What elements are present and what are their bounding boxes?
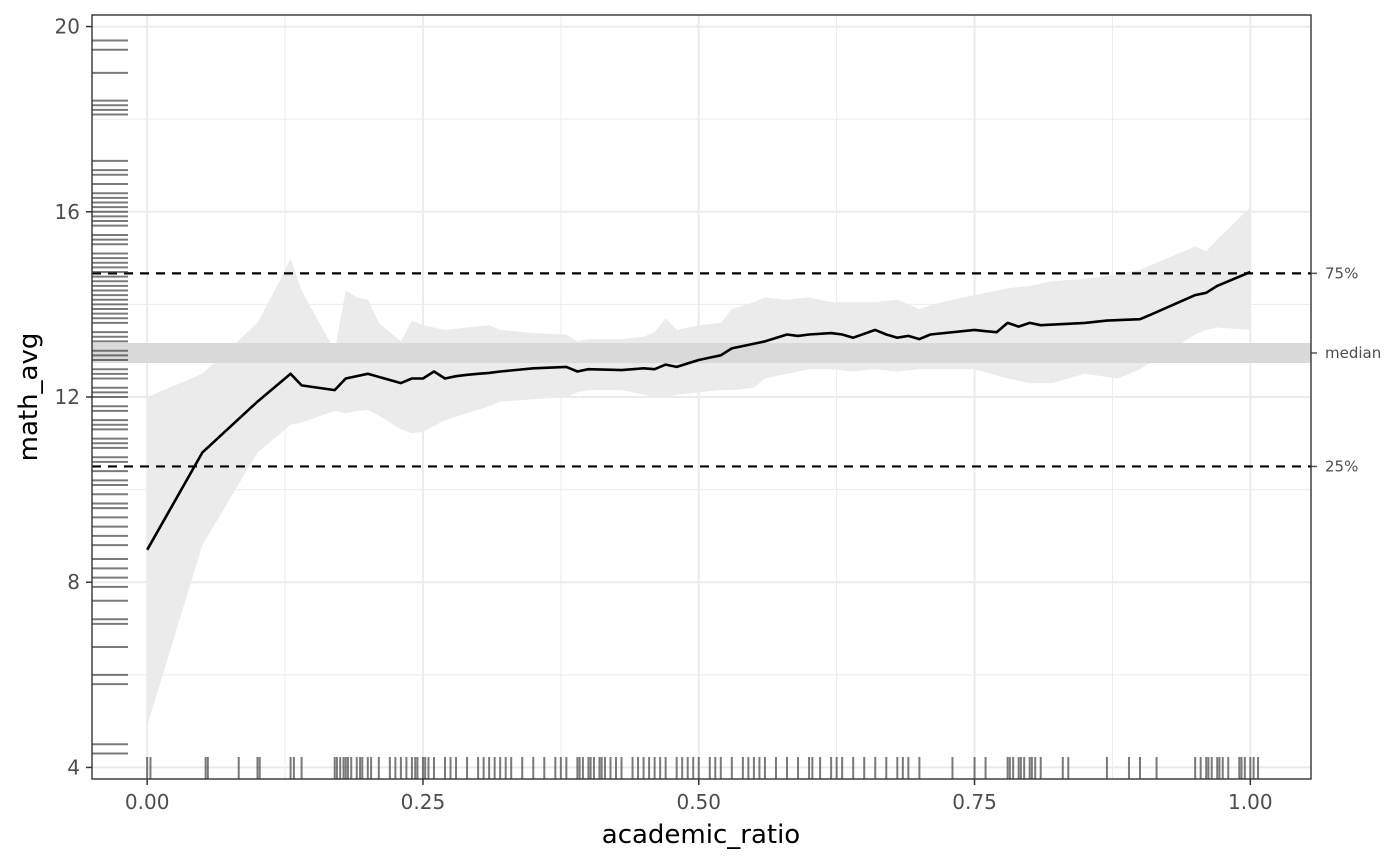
x-tick-label: 0.50 xyxy=(676,790,721,814)
rug-y xyxy=(92,39,128,755)
x-tick-label: 0.00 xyxy=(125,790,170,814)
tick-labels: 0.00 0.25 0.50 0.75 1.00 4 8 12 16 20 xyxy=(55,15,1273,814)
reference-lines: 75% median 25% xyxy=(92,264,1381,475)
x-tick-label: 0.25 xyxy=(401,790,446,814)
ref-label: 25% xyxy=(1325,457,1358,475)
x-tick-label: 1.00 xyxy=(1228,790,1273,814)
x-axis-title: academic_ratio xyxy=(602,820,800,850)
median-band xyxy=(92,343,1311,364)
axis-ticks xyxy=(86,25,1252,785)
y-tick-label: 4 xyxy=(67,755,80,779)
y-tick-label: 20 xyxy=(55,15,80,39)
ref-label: 75% xyxy=(1325,264,1358,282)
confidence-band xyxy=(147,207,1251,726)
rug-x xyxy=(146,757,1260,779)
y-tick-label: 16 xyxy=(55,200,80,224)
y-axis-title: math_avg xyxy=(14,333,44,462)
y-tick-label: 8 xyxy=(67,570,80,594)
y-tick-label: 12 xyxy=(55,385,80,409)
ref-label: median xyxy=(1325,344,1381,362)
series-line xyxy=(146,270,1251,551)
x-tick-label: 0.75 xyxy=(952,790,997,814)
